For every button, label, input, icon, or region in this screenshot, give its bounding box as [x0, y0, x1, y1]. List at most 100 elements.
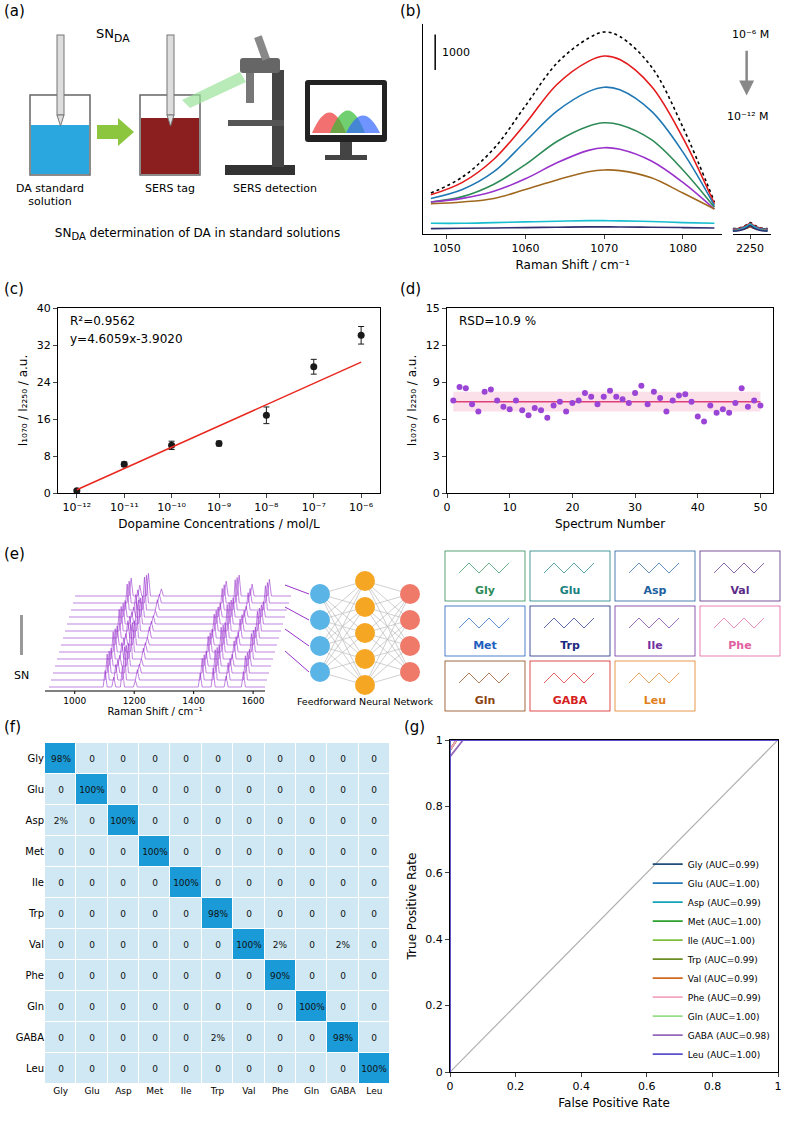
- svg-text:0: 0: [309, 878, 315, 888]
- svg-text:10⁻⁶: 10⁻⁶: [349, 501, 374, 514]
- svg-text:0: 0: [340, 847, 346, 857]
- svg-text:40: 40: [37, 302, 51, 315]
- svg-text:0: 0: [120, 909, 126, 919]
- svg-text:2%: 2%: [54, 816, 69, 826]
- svg-text:2%: 2%: [211, 1033, 226, 1043]
- svg-text:Trp: Trp: [560, 639, 580, 652]
- svg-text:1050: 1050: [433, 242, 461, 255]
- svg-text:Val: Val: [242, 1086, 255, 1096]
- svg-text:0: 0: [246, 847, 252, 857]
- svg-text:100%: 100%: [110, 816, 136, 826]
- svg-text:90%: 90%: [270, 971, 290, 981]
- svg-text:0: 0: [152, 909, 158, 919]
- svg-text:Gln: Gln: [27, 1001, 44, 1012]
- svg-text:0: 0: [89, 1002, 95, 1012]
- svg-text:0: 0: [215, 1002, 221, 1012]
- svg-text:1000: 1000: [442, 46, 470, 59]
- svg-text:1070: 1070: [590, 242, 618, 255]
- svg-text:Asp: Asp: [644, 584, 667, 597]
- svg-text:1200: 1200: [123, 696, 146, 706]
- svg-text:0: 0: [309, 971, 315, 981]
- svg-text:50: 50: [753, 501, 767, 514]
- svg-text:Phe (AUC=0.99): Phe (AUC=0.99): [688, 993, 761, 1003]
- svg-text:1060: 1060: [511, 242, 539, 255]
- svg-text:0: 0: [371, 1002, 377, 1012]
- svg-text:0: 0: [340, 816, 346, 826]
- svg-text:15: 15: [426, 302, 440, 315]
- svg-text:True Positive Rate: True Positive Rate: [405, 853, 419, 961]
- svg-text:0: 0: [246, 1033, 252, 1043]
- svg-text:Asp: Asp: [26, 815, 44, 826]
- svg-text:98%: 98%: [51, 754, 71, 764]
- svg-text:0: 0: [58, 878, 64, 888]
- svg-text:0: 0: [309, 940, 315, 950]
- svg-text:0: 0: [215, 940, 221, 950]
- svg-text:Gly: Gly: [475, 584, 495, 597]
- svg-text:0: 0: [309, 816, 315, 826]
- svg-text:Spectrum Number: Spectrum Number: [555, 517, 665, 531]
- svg-text:0: 0: [436, 1066, 443, 1079]
- svg-text:0: 0: [277, 754, 283, 764]
- svg-text:GABA: GABA: [330, 1086, 356, 1096]
- svg-text:0: 0: [277, 909, 283, 919]
- svg-text:0: 0: [58, 1033, 64, 1043]
- svg-text:0: 0: [246, 754, 252, 764]
- svg-text:0: 0: [340, 909, 346, 919]
- svg-text:0: 0: [58, 1064, 64, 1074]
- svg-text:0: 0: [340, 785, 346, 795]
- svg-text:Val: Val: [29, 939, 44, 950]
- svg-text:Glu (AUC=1.00): Glu (AUC=1.00): [688, 879, 760, 889]
- svg-text:False Positive Rate: False Positive Rate: [558, 1096, 670, 1110]
- svg-text:Met: Met: [146, 1086, 163, 1096]
- svg-text:40: 40: [691, 501, 705, 514]
- svg-text:1: 1: [436, 734, 443, 747]
- svg-text:SN: SN: [14, 669, 29, 682]
- svg-text:Ile (AUC=1.00): Ile (AUC=1.00): [688, 936, 755, 946]
- svg-text:10⁻¹¹: 10⁻¹¹: [110, 501, 139, 514]
- svg-text:3: 3: [433, 450, 440, 463]
- svg-text:Met: Met: [25, 846, 44, 857]
- svg-text:0: 0: [183, 909, 189, 919]
- svg-text:0: 0: [183, 785, 189, 795]
- svg-text:0: 0: [183, 940, 189, 950]
- svg-text:Met (AUC=1.00): Met (AUC=1.00): [688, 917, 761, 927]
- svg-text:Feedforward Neural Network: Feedforward Neural Network: [297, 696, 434, 707]
- svg-text:0: 0: [152, 1033, 158, 1043]
- svg-text:0: 0: [89, 878, 95, 888]
- svg-text:0: 0: [371, 909, 377, 919]
- svg-text:0.2: 0.2: [425, 999, 443, 1012]
- svg-text:0: 0: [120, 1033, 126, 1043]
- svg-text:0: 0: [58, 785, 64, 795]
- svg-text:0: 0: [120, 1002, 126, 1012]
- svg-text:0: 0: [183, 1033, 189, 1043]
- svg-text:10⁻¹⁰: 10⁻¹⁰: [157, 501, 186, 514]
- svg-text:0.8: 0.8: [425, 800, 443, 813]
- svg-text:10⁻⁷: 10⁻⁷: [302, 501, 326, 514]
- svg-text:0.2: 0.2: [507, 1080, 524, 1093]
- svg-text:Trp: Trp: [210, 1086, 225, 1096]
- svg-text:0.6: 0.6: [425, 867, 443, 880]
- svg-text:98%: 98%: [333, 1033, 353, 1043]
- svg-text:0: 0: [277, 1033, 283, 1043]
- svg-text:10⁻⁸: 10⁻⁸: [254, 501, 279, 514]
- svg-text:0: 0: [215, 1064, 221, 1074]
- svg-text:Gly: Gly: [53, 1086, 68, 1096]
- svg-text:0: 0: [277, 785, 283, 795]
- svg-text:10⁻¹² M: 10⁻¹² M: [727, 110, 769, 123]
- svg-text:0: 0: [447, 1080, 454, 1093]
- svg-text:0: 0: [371, 971, 377, 981]
- svg-text:0: 0: [89, 847, 95, 857]
- svg-text:0: 0: [277, 847, 283, 857]
- svg-text:Asp (AUC=0.99): Asp (AUC=0.99): [688, 898, 761, 908]
- svg-text:0: 0: [89, 816, 95, 826]
- svg-text:Leu: Leu: [366, 1086, 382, 1096]
- svg-text:0: 0: [89, 909, 95, 919]
- svg-text:0: 0: [152, 816, 158, 826]
- svg-text:y=4.6059x-3.9020: y=4.6059x-3.9020: [70, 332, 183, 346]
- svg-text:0: 0: [120, 785, 126, 795]
- svg-text:Leu: Leu: [644, 694, 666, 707]
- svg-text:0: 0: [246, 909, 252, 919]
- svg-text:10⁻¹²: 10⁻¹²: [63, 501, 92, 514]
- svg-text:24: 24: [37, 376, 51, 389]
- svg-text:Raman Shift / cm⁻¹: Raman Shift / cm⁻¹: [515, 258, 629, 272]
